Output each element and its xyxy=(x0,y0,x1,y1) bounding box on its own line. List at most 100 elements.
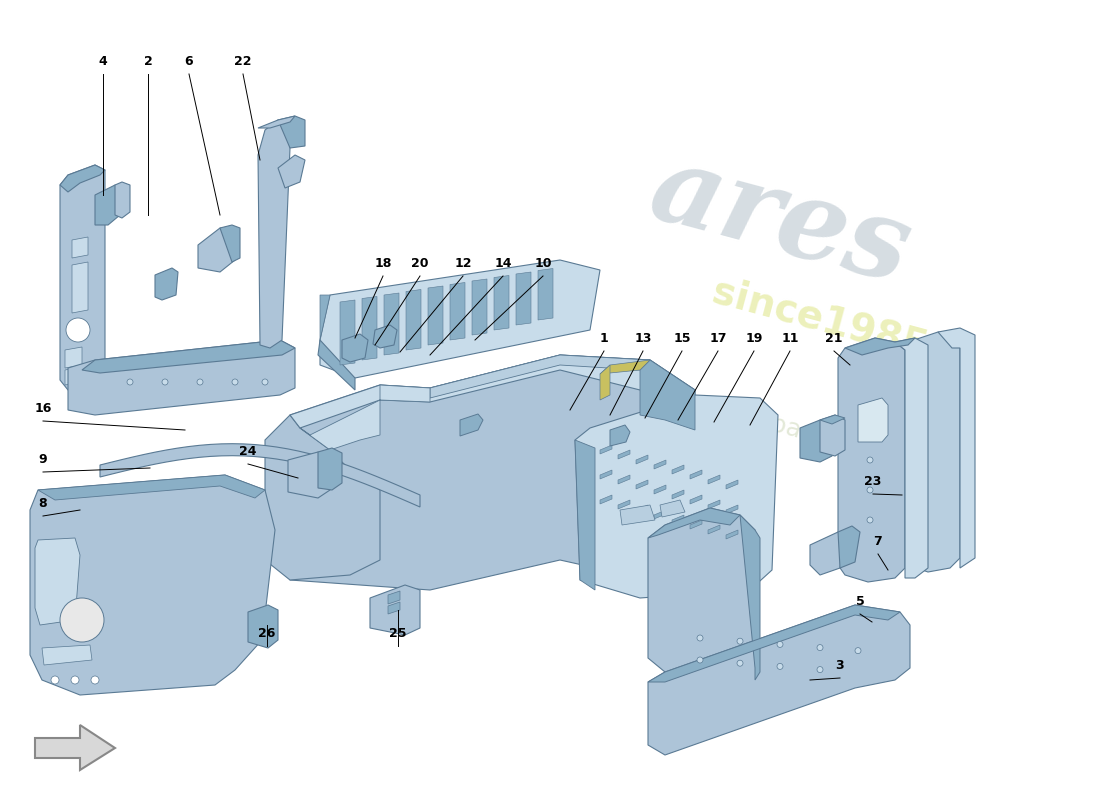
Text: 1: 1 xyxy=(600,332,608,345)
Circle shape xyxy=(232,379,238,385)
Polygon shape xyxy=(600,365,610,400)
Polygon shape xyxy=(35,725,116,770)
Polygon shape xyxy=(895,338,928,578)
Text: 5: 5 xyxy=(856,595,865,608)
Polygon shape xyxy=(388,602,400,614)
Polygon shape xyxy=(72,237,88,258)
Polygon shape xyxy=(620,505,654,525)
Circle shape xyxy=(867,457,873,463)
Polygon shape xyxy=(258,120,290,348)
Text: 16: 16 xyxy=(34,402,52,415)
Polygon shape xyxy=(290,355,695,428)
Circle shape xyxy=(66,318,90,342)
Polygon shape xyxy=(60,165,104,192)
Text: 8: 8 xyxy=(39,497,47,510)
Text: 21: 21 xyxy=(825,332,843,345)
Polygon shape xyxy=(708,525,720,534)
Polygon shape xyxy=(654,485,666,494)
Circle shape xyxy=(91,676,99,684)
Circle shape xyxy=(51,676,59,684)
Polygon shape xyxy=(258,116,295,128)
Polygon shape xyxy=(198,228,235,272)
Polygon shape xyxy=(726,530,738,539)
Polygon shape xyxy=(845,338,915,355)
Polygon shape xyxy=(648,508,755,685)
Polygon shape xyxy=(460,414,483,436)
Text: 23: 23 xyxy=(865,475,882,488)
Polygon shape xyxy=(68,340,295,415)
Polygon shape xyxy=(95,185,122,225)
Polygon shape xyxy=(428,286,443,345)
Text: 3: 3 xyxy=(836,659,845,672)
Polygon shape xyxy=(648,508,740,538)
Polygon shape xyxy=(494,275,509,330)
Circle shape xyxy=(777,642,783,647)
Text: 25: 25 xyxy=(389,627,407,640)
Polygon shape xyxy=(220,225,240,262)
Polygon shape xyxy=(116,182,130,218)
Polygon shape xyxy=(600,445,612,454)
Polygon shape xyxy=(648,605,900,682)
Polygon shape xyxy=(278,155,305,188)
Polygon shape xyxy=(288,452,330,498)
Circle shape xyxy=(817,645,823,650)
Polygon shape xyxy=(538,269,553,320)
Polygon shape xyxy=(516,272,531,325)
Polygon shape xyxy=(35,538,80,625)
Circle shape xyxy=(197,379,204,385)
Text: 20: 20 xyxy=(411,257,429,270)
Polygon shape xyxy=(672,465,684,474)
Polygon shape xyxy=(618,450,630,459)
Polygon shape xyxy=(726,505,738,514)
Circle shape xyxy=(737,638,742,644)
Polygon shape xyxy=(838,526,860,568)
Polygon shape xyxy=(42,645,92,665)
Polygon shape xyxy=(600,495,612,504)
Circle shape xyxy=(737,660,742,666)
Polygon shape xyxy=(640,360,695,430)
Circle shape xyxy=(60,598,104,642)
Polygon shape xyxy=(690,495,702,504)
Polygon shape xyxy=(838,338,905,582)
Polygon shape xyxy=(290,355,695,590)
Circle shape xyxy=(126,379,133,385)
Polygon shape xyxy=(740,515,760,680)
Polygon shape xyxy=(72,262,88,313)
Polygon shape xyxy=(30,475,275,695)
Text: 9: 9 xyxy=(39,453,47,466)
Text: 24: 24 xyxy=(240,445,256,458)
Polygon shape xyxy=(660,500,685,517)
Polygon shape xyxy=(155,268,178,300)
Polygon shape xyxy=(636,455,648,464)
Polygon shape xyxy=(726,480,738,489)
Polygon shape xyxy=(654,510,666,519)
Circle shape xyxy=(262,379,268,385)
Text: 10: 10 xyxy=(535,257,552,270)
Polygon shape xyxy=(618,475,630,484)
Polygon shape xyxy=(618,500,630,509)
Polygon shape xyxy=(610,425,630,446)
Polygon shape xyxy=(672,490,684,499)
Circle shape xyxy=(162,379,168,385)
Text: ares: ares xyxy=(639,134,922,306)
Circle shape xyxy=(697,635,703,641)
Polygon shape xyxy=(672,515,684,524)
Polygon shape xyxy=(406,290,421,350)
Polygon shape xyxy=(370,585,420,635)
Text: 6: 6 xyxy=(185,55,194,68)
Polygon shape xyxy=(373,325,397,348)
Text: 2: 2 xyxy=(144,55,153,68)
Text: 19: 19 xyxy=(746,332,762,345)
Polygon shape xyxy=(278,116,305,148)
Polygon shape xyxy=(362,297,377,360)
Text: 7: 7 xyxy=(873,535,882,548)
Text: 15: 15 xyxy=(673,332,691,345)
Polygon shape xyxy=(938,328,975,568)
Polygon shape xyxy=(908,332,960,572)
Polygon shape xyxy=(39,475,265,500)
Polygon shape xyxy=(450,282,465,340)
Polygon shape xyxy=(820,415,845,456)
Circle shape xyxy=(697,657,703,663)
Text: 26: 26 xyxy=(258,627,276,640)
Polygon shape xyxy=(100,444,420,507)
